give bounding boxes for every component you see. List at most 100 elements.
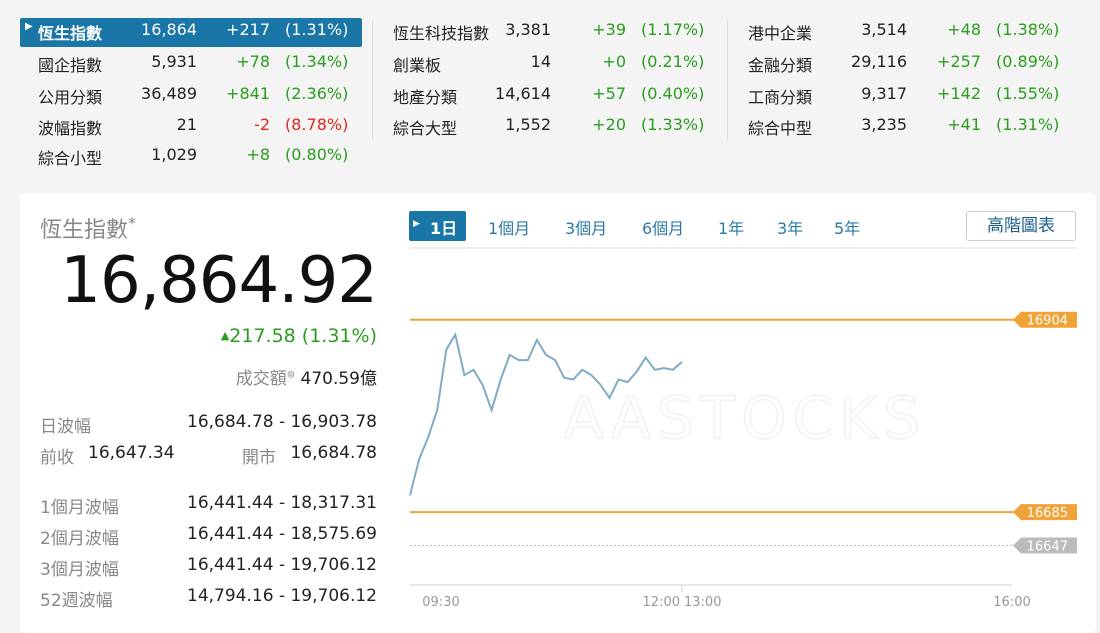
range-label: 2個月波幅 [40,529,119,549]
range-value: 16,441.44 - 18,317.31 [187,493,377,513]
prev-close: 16,647.34 [88,443,175,463]
ticker-name[interactable]: 工商分類 [748,88,813,107]
quote-panel [20,193,1096,633]
separator [727,20,728,140]
reference-tag [1013,537,1077,554]
range-label: 1個月波幅 [40,498,119,518]
ticker-name[interactable]: 港中企業 [748,24,813,43]
day-range-label: 日波幅 [40,417,91,437]
ticker-pct: (2.36%) [285,84,349,103]
ticker-price: 21 [176,115,197,134]
selected-marker: ▶ [25,21,33,32]
ticker-pct: (1.33%) [641,115,705,134]
ticker-pct: (8.78%) [285,115,349,134]
ticker-change: +48 [947,20,981,39]
ticker-pct: (1.34%) [285,52,349,71]
ticker-name[interactable]: 恆生科技指數 [393,24,490,43]
ticker-pct: (0.80%) [285,145,349,164]
reference-label: 16904 [1027,314,1068,329]
reference-label: 16685 [1027,506,1068,521]
tab[interactable]: 6個月 [642,219,685,238]
ticker-change: +20 [592,115,626,134]
ticker-name[interactable]: 金融分類 [748,56,813,75]
range-label: 52週波幅 [40,591,113,611]
tab-marker: ▶ [413,219,420,229]
prev-close-label: 前收 [40,448,74,468]
ticker-change: +841 [226,84,270,103]
ticker-name[interactable]: 公用分類 [38,88,103,107]
ticker-price: 3,235 [861,115,907,134]
ticker-name[interactable]: 地產分類 [393,88,458,107]
ticker-price: 9,317 [861,84,907,103]
ticker-pct: (0.89%) [996,52,1060,71]
ticker-change: +8 [246,145,270,164]
tab[interactable]: 3個月 [565,219,608,238]
ticker-name[interactable]: 綜合中型 [748,119,813,138]
ticker-name[interactable]: 綜合大型 [393,119,458,138]
ticker-name[interactable]: 波幅指數 [38,119,103,138]
ticker-pct: (0.21%) [641,52,705,71]
quote-name: 恆生指數* [40,212,136,244]
ticker-pct: (0.40%) [641,84,705,103]
range-value: 16,441.44 - 18,575.69 [187,524,377,544]
ticker-price: 14 [530,52,551,71]
ticker-change: -2 [254,115,270,134]
star: * [128,213,137,233]
ticker-price: 1,029 [151,145,197,164]
ticker-price: 29,116 [851,52,907,71]
range-value: 16,441.44 - 19,706.12 [187,555,377,575]
tab[interactable]: 3年 [777,219,804,238]
ticker-pct: (1.31%) [996,115,1060,134]
ticker-price: 16,864 [141,20,197,39]
page: 恆生指數* 16,864.92 ▲217.58 (1.31%) 成交額⊚ 470… [20,18,1096,633]
turnover-value: 470.59億 [300,369,377,389]
ticker-price: 1,552 [505,115,551,134]
ticker-name[interactable]: 國企指數 [38,56,103,75]
ticker-change: +217 [226,20,270,39]
selected-ticker-bg [20,18,362,47]
ticker-change: +41 [947,115,981,134]
ticker-name[interactable]: 創業板 [393,56,442,75]
tab[interactable]: 1個月 [488,219,531,238]
tab[interactable]: 5年 [834,219,861,238]
ticker-pct: (1.17%) [641,20,705,39]
x-tick-label: 16:00 [993,595,1030,610]
range-label: 3個月波幅 [40,560,119,580]
advanced-chart-button[interactable]: 高階圖表 [966,211,1076,241]
turnover: 成交額⊚ 470.59億 [235,369,377,389]
ticker-change: +257 [937,52,981,71]
chart: AASTOCKS 16904 16685 16647 09:30 12:00 13:00 1… [409,247,1077,610]
tab[interactable]: 1日 [430,219,458,238]
quote-name-text: 恆生指數 [40,218,129,243]
reference-tag [1013,311,1077,328]
ticker-name[interactable]: 綜合小型 [38,149,103,168]
x-tick-label: 13:00 [684,595,721,610]
ticker-pct: (1.55%) [996,84,1060,103]
quote-change: ▲217.58 (1.31%) [220,325,377,347]
reference-label: 16647 [1027,539,1068,554]
ticker-price: 14,614 [495,84,551,103]
x-tick-label: 09:30 [422,595,459,610]
quote-change-text: 217.58 (1.31%) [229,325,377,347]
range-value: 14,794.16 - 19,706.12 [187,586,377,606]
x-tick-label: 12:00 [643,595,680,610]
ticker-change: +142 [937,84,981,103]
watermark: AASTOCKS [564,384,926,452]
reference-tag [1013,504,1077,521]
ticker-price: 3,381 [505,20,551,39]
ticker-price: 3,514 [861,20,907,39]
turnover-label: 成交額 [235,369,287,389]
ticker-change: +0 [602,52,626,71]
open-label: 開市 [242,448,276,468]
ticker-change: +39 [592,20,626,39]
price-line [409,332,683,496]
open: 16,684.78 [290,443,377,463]
ticker-price: 36,489 [141,84,197,103]
separator [372,20,373,140]
ticker-pct: (1.31%) [285,20,349,39]
ticker-pct: (1.38%) [996,20,1060,39]
day-range: 16,684.78 - 16,903.78 [187,412,377,432]
ticker-change: +57 [592,84,626,103]
ticker-name[interactable]: 恆生指數 [38,24,103,43]
tab[interactable]: 1年 [718,219,745,238]
